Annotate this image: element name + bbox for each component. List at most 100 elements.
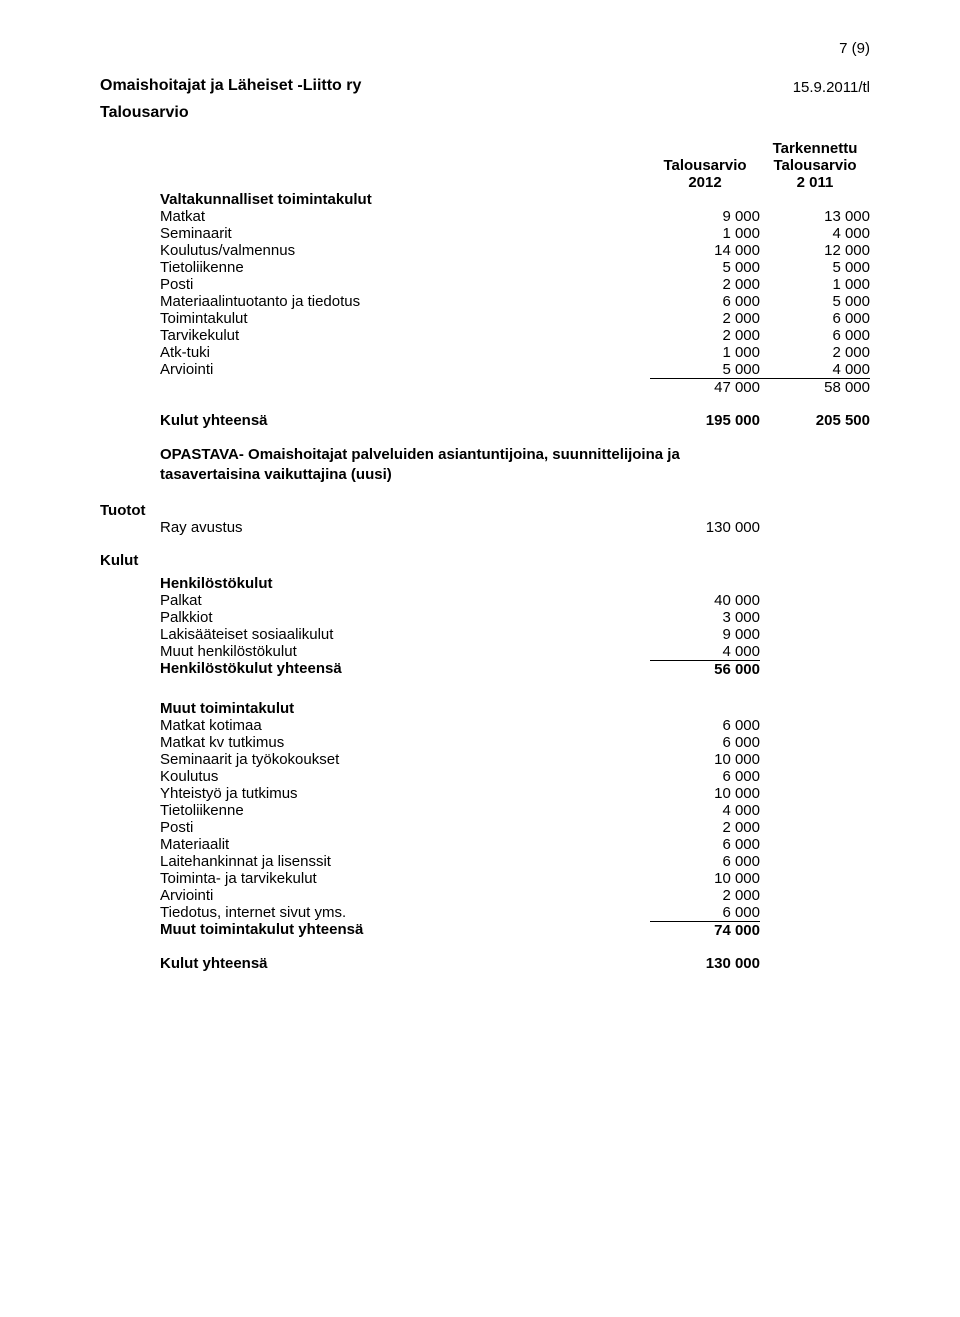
cell-val: 10 000 bbox=[650, 785, 760, 802]
subtotal-row: 47 00058 000 bbox=[160, 378, 870, 396]
cell-label: Kulut yhteensä bbox=[160, 955, 650, 972]
table-row: Seminaarit1 0004 000 bbox=[160, 225, 870, 242]
cell-val: 58 000 bbox=[760, 378, 870, 396]
ray-row: Ray avustus130 000 bbox=[160, 519, 870, 536]
cell-label: Seminaarit bbox=[160, 225, 650, 242]
cell-label: Tietoliikenne bbox=[160, 259, 650, 276]
cell-val: 74 000 bbox=[650, 921, 760, 939]
section1-title: Valtakunnalliset toimintakulut bbox=[160, 191, 870, 208]
cell-label: Materiaalit bbox=[160, 836, 650, 853]
mt-sum-row: Muut toimintakulut yhteensä74 000 bbox=[160, 921, 870, 939]
table-row: Seminaarit ja työkokoukset10 000 bbox=[160, 751, 870, 768]
table-row: Palkkiot3 000 bbox=[160, 609, 870, 626]
cell-label: Tarvikekulut bbox=[160, 327, 650, 344]
cell-label: Laitehankinnat ja lisenssit bbox=[160, 853, 650, 870]
table-row: Palkat40 000 bbox=[160, 592, 870, 609]
cell-val: 2 000 bbox=[650, 819, 760, 836]
kulut-yhteensa-row: Kulut yhteensä195 000205 500 bbox=[160, 412, 870, 429]
table-row: Toimintakulut2 0006 000 bbox=[160, 310, 870, 327]
cell-val: 2 000 bbox=[650, 887, 760, 904]
table-row: Koulutus/valmennus14 00012 000 bbox=[160, 242, 870, 259]
header-year2: 2 011 bbox=[760, 174, 870, 191]
table-row: Materiaalit6 000 bbox=[160, 836, 870, 853]
cell-val: 6 000 bbox=[650, 717, 760, 734]
cell-label: Matkat kv tutkimus bbox=[160, 734, 650, 751]
table-row: Muut henkilöstökulut4 000 bbox=[160, 643, 870, 660]
cell-val: 6 000 bbox=[650, 293, 760, 310]
cell-val: 5 000 bbox=[760, 293, 870, 310]
cell-val: 2 000 bbox=[760, 344, 870, 361]
cell-val: 6 000 bbox=[650, 768, 760, 785]
cell-val: 13 000 bbox=[760, 208, 870, 225]
header-row-3: 2012 2 011 bbox=[160, 174, 870, 191]
kulut-title: Kulut bbox=[100, 552, 870, 569]
cell-label: Lakisääteiset sosiaalikulut bbox=[160, 626, 650, 643]
cell-label: Posti bbox=[160, 276, 650, 293]
cell-val: 6 000 bbox=[760, 310, 870, 327]
table-row: Posti2 000 bbox=[160, 819, 870, 836]
cell-label: Muut henkilöstökulut bbox=[160, 643, 650, 660]
cell-val: 5 000 bbox=[760, 259, 870, 276]
header-year1: 2012 bbox=[650, 174, 760, 191]
cell-label: Toiminta- ja tarvikekulut bbox=[160, 870, 650, 887]
cell-label: Kulut yhteensä bbox=[160, 412, 650, 429]
cell-label: Matkat kotimaa bbox=[160, 717, 650, 734]
cell-val: 195 000 bbox=[650, 412, 760, 429]
table-row: Lakisääteiset sosiaalikulut9 000 bbox=[160, 626, 870, 643]
cell-val: 2 000 bbox=[650, 276, 760, 293]
cell-val: 5 000 bbox=[650, 361, 760, 378]
hk-sum-row: Henkilöstökulut yhteensä56 000 bbox=[160, 660, 870, 678]
cell-label: Arviointi bbox=[160, 361, 650, 378]
cell-label: Koulutus/valmennus bbox=[160, 242, 650, 259]
cell-val: 10 000 bbox=[650, 751, 760, 768]
cell-label: Tietoliikenne bbox=[160, 802, 650, 819]
cell-val: 12 000 bbox=[760, 242, 870, 259]
cell-val: 2 000 bbox=[650, 310, 760, 327]
vtk-title: Valtakunnalliset toimintakulut bbox=[160, 191, 650, 208]
cell-val: 1 000 bbox=[650, 225, 760, 242]
cell-val: 2 000 bbox=[650, 327, 760, 344]
hk-title: Henkilöstökulut bbox=[160, 575, 870, 592]
cell-label: Yhteistyö ja tutkimus bbox=[160, 785, 650, 802]
cell-val: 4 000 bbox=[760, 225, 870, 242]
cell-label: Palkat bbox=[160, 592, 650, 609]
cell-val: 4 000 bbox=[650, 643, 760, 660]
table-row: Laitehankinnat ja lisenssit6 000 bbox=[160, 853, 870, 870]
cell-val: 56 000 bbox=[650, 660, 760, 678]
cell-label: Muut toimintakulut yhteensä bbox=[160, 921, 650, 939]
cell-val: 130 000 bbox=[650, 955, 760, 972]
cell-val: 205 500 bbox=[760, 412, 870, 429]
table-row: Posti2 0001 000 bbox=[160, 276, 870, 293]
table-row: Tiedotus, internet sivut yms.6 000 bbox=[160, 904, 870, 921]
cell-label: Posti bbox=[160, 819, 650, 836]
header-col2: Talousarvio bbox=[760, 157, 870, 174]
cell-label: Arviointi bbox=[160, 887, 650, 904]
cell-label: Seminaarit ja työkokoukset bbox=[160, 751, 650, 768]
cell-val: 3 000 bbox=[650, 609, 760, 626]
table-row: Koulutus6 000 bbox=[160, 768, 870, 785]
header-row-2: Talousarvio Talousarvio bbox=[160, 157, 870, 174]
mt-title: Muut toimintakulut bbox=[160, 700, 870, 717]
table-row: Arviointi5 0004 000 bbox=[160, 361, 870, 378]
opastava-heading: OPASTAVA- Omaishoitajat palveluiden asia… bbox=[160, 445, 720, 486]
cell-val: 130 000 bbox=[650, 519, 760, 536]
table-row: Atk-tuki1 0002 000 bbox=[160, 344, 870, 361]
cell-label: Materiaalintuotanto ja tiedotus bbox=[160, 293, 650, 310]
cell-val: 6 000 bbox=[650, 904, 760, 921]
kulut-total-row: Kulut yhteensä130 000 bbox=[160, 955, 870, 972]
cell-label: Palkkiot bbox=[160, 609, 650, 626]
table-row: Arviointi2 000 bbox=[160, 887, 870, 904]
cell-val: 47 000 bbox=[650, 378, 760, 396]
cell-label: Koulutus bbox=[160, 768, 650, 785]
cell-val: 4 000 bbox=[650, 802, 760, 819]
cell-val: 4 000 bbox=[760, 361, 870, 378]
cell-label: Toimintakulut bbox=[160, 310, 650, 327]
header-tarkennettu: Tarkennettu bbox=[760, 140, 870, 157]
cell-val: 6 000 bbox=[650, 836, 760, 853]
cell-val: 14 000 bbox=[650, 242, 760, 259]
cell-val: 6 000 bbox=[650, 853, 760, 870]
table-row: Tietoliikenne5 0005 000 bbox=[160, 259, 870, 276]
table-row: Matkat9 00013 000 bbox=[160, 208, 870, 225]
cell-val: 1 000 bbox=[650, 344, 760, 361]
cell-val: 6 000 bbox=[650, 734, 760, 751]
